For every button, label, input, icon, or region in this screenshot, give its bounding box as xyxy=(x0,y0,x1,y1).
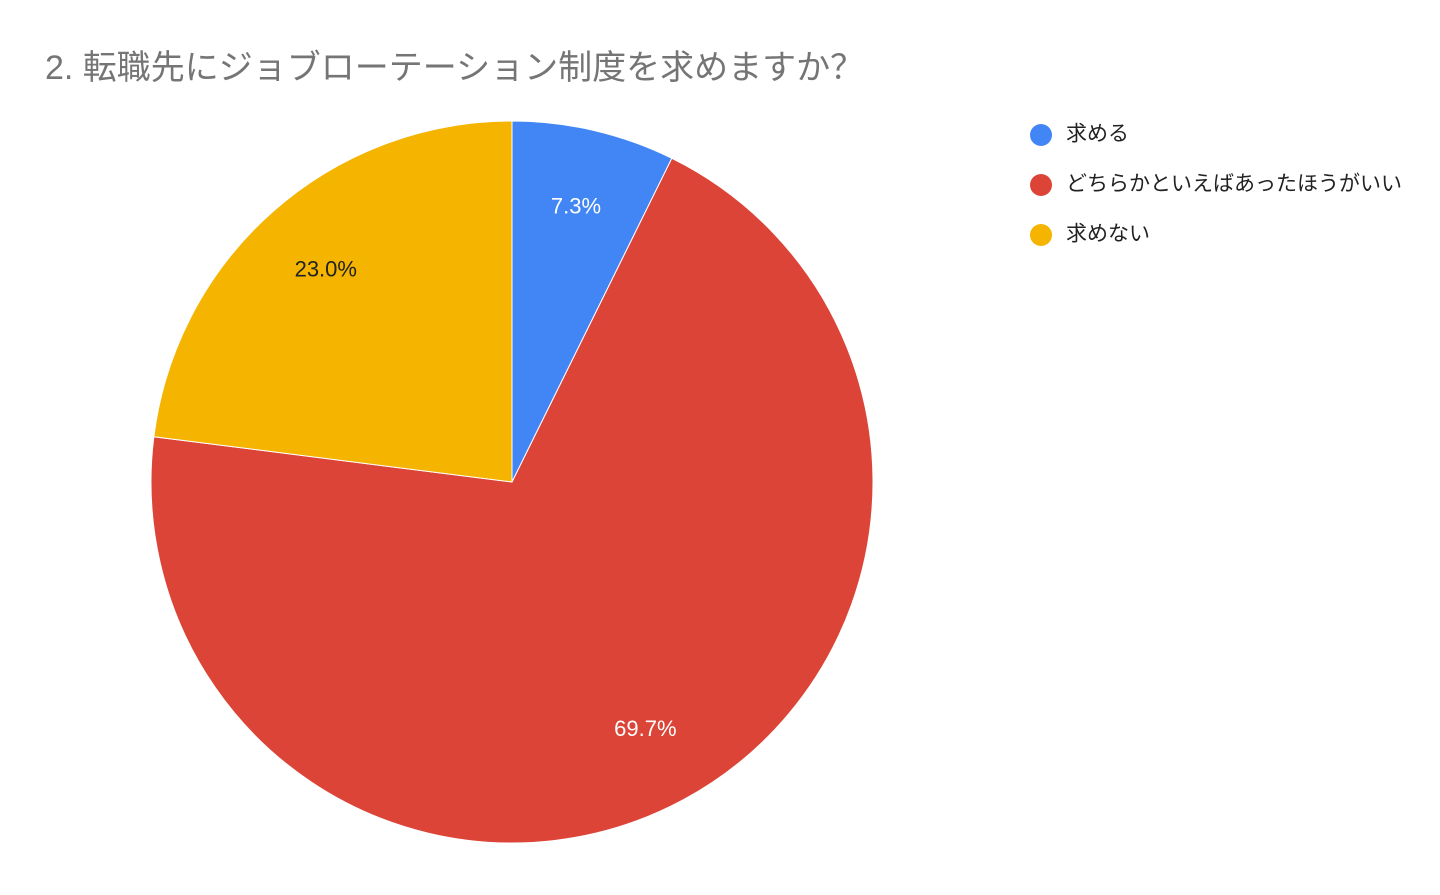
legend-label: 求める xyxy=(1066,123,1129,146)
chart-title: 2. 転職先にジョブローテーション制度を求めますか？ xyxy=(45,49,864,87)
pie-slice xyxy=(150,157,874,844)
slice-label: 69.7% xyxy=(614,716,676,741)
pie-slice xyxy=(153,120,513,483)
pie-slice xyxy=(511,120,673,483)
legend-label: どちらかといえばあったほうがいい xyxy=(1066,173,1402,196)
slice-label: 23.0% xyxy=(295,257,357,282)
legend-swatch xyxy=(1030,224,1052,246)
legend-swatch xyxy=(1030,174,1052,196)
slice-label: 7.3% xyxy=(551,194,601,219)
legend-label: 求めない xyxy=(1066,223,1150,246)
legend-swatch xyxy=(1030,124,1052,146)
